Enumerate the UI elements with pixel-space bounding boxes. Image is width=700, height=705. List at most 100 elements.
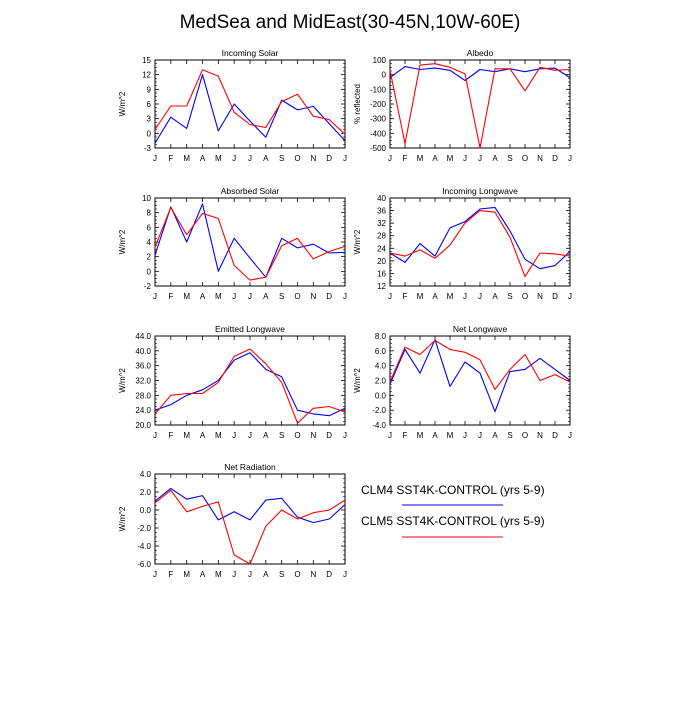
legend-label-clm5: CLM5 SST4K-CONTROL (yrs 5-9) xyxy=(361,514,545,528)
y-axis-label: W/m^2 xyxy=(118,506,127,531)
x-tick-label: J xyxy=(248,154,252,163)
plot-frame xyxy=(154,59,346,149)
y-tick-label: 40.0 xyxy=(135,347,151,356)
x-tick-label: A xyxy=(492,292,498,301)
y-tick-label: -500 xyxy=(370,144,387,153)
y-tick-label: 0 xyxy=(382,71,387,80)
x-tick-label: O xyxy=(522,154,528,163)
x-tick-label: S xyxy=(279,292,284,301)
x-tick-label: J xyxy=(343,154,347,163)
y-tick-label: 4 xyxy=(147,238,152,247)
y-axis-label: % reflected xyxy=(353,84,362,124)
plot-frame xyxy=(389,59,571,149)
plot-frame xyxy=(389,335,571,426)
plot-frame xyxy=(154,473,346,565)
x-tick-label: J xyxy=(153,154,157,163)
legend: CLM4 SST4K-CONTROL (yrs 5-9) CLM5 SST4K-C… xyxy=(361,483,545,538)
x-tick-label: J xyxy=(248,431,252,440)
y-tick-label: 24.0 xyxy=(135,406,151,415)
x-tick-label: J xyxy=(153,431,157,440)
x-tick-label: J xyxy=(388,292,392,301)
panel-1: Albedo % reflected -500 -400 -300 -200 -100 0 10… xyxy=(353,48,572,163)
y-tick-label: 4.0 xyxy=(140,470,152,479)
x-tick-label: M xyxy=(417,292,424,301)
x-tick-label: J xyxy=(463,154,467,163)
panel-5: Net Longwave W/m^2 -4.0 -2.0 0.0 2.0 4.0 6.0 8.0… xyxy=(353,324,572,440)
y-tick-label: 20 xyxy=(377,257,386,266)
x-tick-label: A xyxy=(200,292,206,301)
y-tick-label: 44.0 xyxy=(135,332,151,341)
x-tick-label: N xyxy=(310,570,316,579)
x-tick-label: D xyxy=(326,570,332,579)
x-tick-label: N xyxy=(310,292,316,301)
x-tick-label: M xyxy=(183,154,190,163)
panel-title: Net Longwave xyxy=(453,324,508,334)
x-tick-label: M xyxy=(447,292,454,301)
y-tick-label: 100 xyxy=(373,56,387,65)
x-tick-label: F xyxy=(168,431,173,440)
y-axis-label: W/m^2 xyxy=(353,229,362,254)
x-tick-label: O xyxy=(522,431,528,440)
series-line-clm4 xyxy=(389,339,571,413)
y-tick-label: 20.0 xyxy=(135,421,151,430)
x-tick-label: F xyxy=(403,431,408,440)
y-axis-label: W/m^2 xyxy=(353,368,362,393)
x-tick-label: J xyxy=(478,292,482,301)
y-tick-label: 28 xyxy=(377,232,386,241)
x-tick-label: S xyxy=(279,431,284,440)
y-tick-label: 36 xyxy=(377,207,386,216)
x-tick-label: S xyxy=(279,154,284,163)
x-tick-label: M xyxy=(447,431,454,440)
x-tick-label: S xyxy=(507,154,512,163)
x-tick-label: D xyxy=(552,154,558,163)
x-tick-label: M xyxy=(215,431,222,440)
x-tick-label: O xyxy=(294,292,300,301)
x-tick-label: J xyxy=(478,431,482,440)
x-tick-label: A xyxy=(263,154,269,163)
y-tick-label: 12 xyxy=(377,282,386,291)
panel-title: Albedo xyxy=(467,48,494,58)
x-tick-label: M xyxy=(183,431,190,440)
y-tick-label: 3 xyxy=(147,115,152,124)
x-tick-label: A xyxy=(200,154,206,163)
x-tick-label: D xyxy=(326,292,332,301)
x-tick-label: S xyxy=(279,570,284,579)
x-tick-label: N xyxy=(537,154,543,163)
x-tick-label: M xyxy=(183,292,190,301)
x-tick-label: J xyxy=(568,431,572,440)
y-tick-label: 40 xyxy=(377,194,386,203)
series-line-clm5 xyxy=(154,348,346,424)
x-tick-label: N xyxy=(537,431,543,440)
series-line-clm5 xyxy=(154,489,346,565)
y-tick-label: 9 xyxy=(147,85,152,94)
legend-label-clm4: CLM4 SST4K-CONTROL (yrs 5-9) xyxy=(361,483,545,497)
panel-3: Incoming Longwave W/m^2 12 16 20 24 28 32 36 40 J F… xyxy=(353,186,572,301)
y-tick-label: 2.0 xyxy=(140,488,152,497)
x-tick-label: F xyxy=(168,154,173,163)
x-tick-label: J xyxy=(232,431,236,440)
x-tick-label: D xyxy=(552,431,558,440)
x-tick-label: J xyxy=(463,292,467,301)
x-tick-label: A xyxy=(492,154,498,163)
x-tick-label: N xyxy=(310,154,316,163)
series-line-clm4 xyxy=(154,352,346,417)
x-tick-label: J xyxy=(463,431,467,440)
y-tick-label: 16 xyxy=(377,269,386,278)
y-tick-label: 32.0 xyxy=(135,377,151,386)
y-tick-label: 6 xyxy=(147,223,152,232)
series-line-clm5 xyxy=(389,339,571,390)
x-tick-label: A xyxy=(492,431,498,440)
y-tick-label: -2 xyxy=(144,282,152,291)
x-tick-label: J xyxy=(232,292,236,301)
x-tick-label: A xyxy=(432,154,438,163)
figure-title: MedSea and MidEast(30-45N,10W-60E) xyxy=(179,12,521,33)
x-tick-label: O xyxy=(294,431,300,440)
x-tick-label: M xyxy=(215,154,222,163)
x-tick-label: F xyxy=(403,154,408,163)
y-tick-label: 24 xyxy=(377,244,386,253)
panel-title: Net Radiation xyxy=(224,462,276,472)
x-tick-label: A xyxy=(263,431,269,440)
